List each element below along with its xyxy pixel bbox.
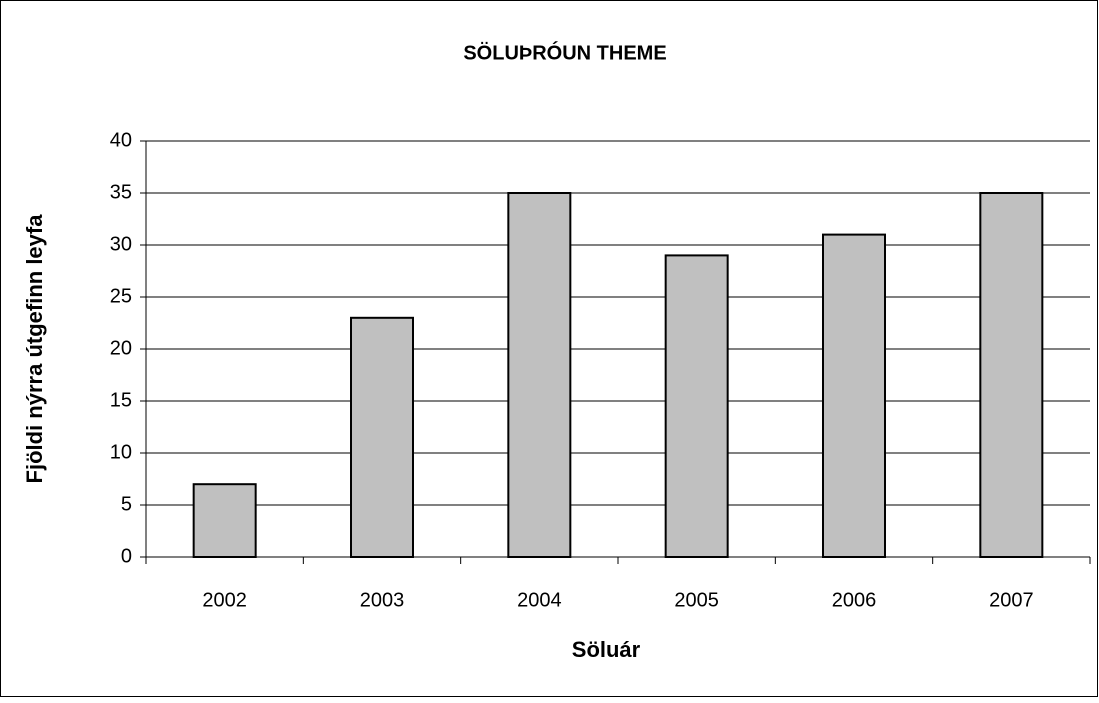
x-axis-label: Söluár [572,637,641,662]
y-tick-label: 10 [110,441,132,463]
y-tick-label: 5 [121,493,132,515]
chart-title: SÖLUÞRÓUN THEME [463,40,666,64]
y-tick-label: 40 [110,129,132,151]
bar [822,233,886,558]
x-tick-label: 2007 [989,589,1034,611]
x-tick-label: 2003 [360,589,405,611]
y-tick-label: 25 [110,285,132,307]
x-tick-label: 2002 [202,589,247,611]
x-tick-label: 2004 [517,589,562,611]
x-tick-label: 2005 [674,589,719,611]
bar [507,192,572,558]
bar [664,254,729,558]
bar [350,316,414,558]
bar [979,192,1044,558]
y-tick-label: 20 [110,337,132,359]
y-tick-label: 0 [121,545,132,567]
x-tick-label: 2006 [832,589,877,611]
y-axis-label: Fjöldi nýrra útgefinn leyfa [22,214,47,484]
y-tick-label: 35 [110,181,132,203]
y-tick-label: 30 [110,233,132,255]
bar [192,483,257,559]
y-tick-label: 15 [110,389,132,411]
